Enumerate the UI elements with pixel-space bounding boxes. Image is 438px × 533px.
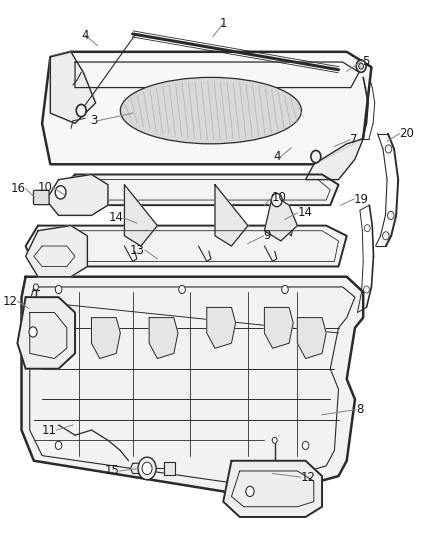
Text: 3: 3	[90, 114, 98, 127]
Circle shape	[33, 284, 39, 290]
Circle shape	[364, 286, 369, 293]
Ellipse shape	[120, 77, 301, 144]
Text: 20: 20	[399, 127, 414, 140]
Polygon shape	[42, 52, 371, 164]
Circle shape	[385, 145, 392, 153]
Text: 4: 4	[81, 29, 89, 42]
Polygon shape	[223, 461, 322, 517]
FancyBboxPatch shape	[33, 190, 49, 205]
Polygon shape	[46, 174, 108, 215]
Text: 15: 15	[105, 464, 120, 478]
Circle shape	[55, 285, 62, 294]
Circle shape	[302, 441, 309, 449]
Circle shape	[388, 211, 394, 220]
Polygon shape	[59, 174, 339, 205]
Polygon shape	[26, 225, 88, 277]
Polygon shape	[21, 277, 363, 502]
Polygon shape	[131, 463, 143, 473]
Text: 11: 11	[42, 424, 57, 437]
Polygon shape	[124, 185, 157, 246]
Text: 13: 13	[130, 244, 145, 257]
Circle shape	[138, 457, 156, 480]
Polygon shape	[265, 195, 297, 241]
Circle shape	[356, 60, 366, 72]
Polygon shape	[50, 52, 95, 123]
Circle shape	[55, 441, 62, 449]
Text: 10: 10	[38, 181, 53, 194]
Circle shape	[55, 185, 66, 199]
Text: 5: 5	[362, 54, 370, 68]
Circle shape	[311, 150, 321, 163]
Text: 14: 14	[297, 206, 312, 219]
Polygon shape	[207, 308, 236, 348]
Circle shape	[29, 327, 37, 337]
Circle shape	[246, 486, 254, 497]
Text: 12: 12	[300, 471, 316, 483]
Polygon shape	[164, 462, 175, 474]
Polygon shape	[26, 225, 347, 266]
Text: 19: 19	[354, 192, 369, 206]
Polygon shape	[149, 318, 178, 359]
Circle shape	[359, 63, 364, 69]
Polygon shape	[18, 297, 75, 369]
Circle shape	[76, 104, 86, 117]
Text: 10: 10	[272, 191, 287, 204]
Text: 12: 12	[2, 295, 18, 308]
Text: 7: 7	[350, 133, 357, 146]
Circle shape	[272, 193, 282, 207]
Text: 16: 16	[11, 182, 26, 195]
Circle shape	[179, 285, 185, 294]
Circle shape	[382, 232, 389, 240]
Circle shape	[142, 462, 152, 474]
Text: 14: 14	[109, 212, 124, 224]
Polygon shape	[265, 308, 293, 348]
Circle shape	[282, 285, 288, 294]
Polygon shape	[306, 139, 363, 180]
Text: 4: 4	[273, 150, 281, 163]
Text: 1: 1	[219, 17, 227, 30]
Circle shape	[272, 437, 277, 443]
Text: 9: 9	[264, 229, 271, 243]
Polygon shape	[92, 318, 120, 359]
Polygon shape	[297, 318, 326, 359]
Circle shape	[364, 224, 370, 232]
Polygon shape	[215, 185, 248, 246]
Text: 8: 8	[356, 403, 363, 416]
